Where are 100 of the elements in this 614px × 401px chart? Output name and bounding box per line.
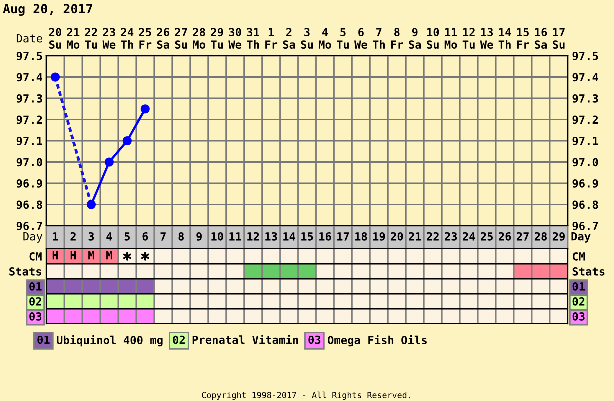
- x-tick-label: 3: [88, 232, 94, 241]
- x-tick-label: 25: [481, 232, 494, 241]
- x-tick-label: 11: [230, 232, 242, 241]
- x2-tick-label: 6 We: [354, 28, 368, 49]
- x2-tick-label: 28 Mo: [193, 28, 206, 49]
- x2-tick-label: 3 Su: [301, 28, 314, 49]
- x-tick-label: 14: [284, 232, 296, 241]
- point: [86, 200, 96, 210]
- x2-tick-label: 8 Fr: [391, 28, 404, 49]
- y2-tick-label: 97.5: [572, 52, 598, 60]
- annotation: H: [70, 251, 76, 260]
- x-tick-label: 17: [338, 232, 350, 241]
- x2-tick-label: 13 We: [480, 28, 494, 49]
- x2-tick-label: 22 Tu: [85, 28, 98, 49]
- x-tick-label: 2: [70, 232, 76, 241]
- x2-tick-label: 11 Mo: [444, 28, 458, 49]
- x2-tick-label: 14 Th: [498, 28, 512, 49]
- x-tick-label: 9: [196, 232, 202, 241]
- x2-axis-title: Date: [16, 34, 42, 43]
- x-tick-label: 6: [142, 232, 148, 241]
- y-tick-label: 97.4: [16, 73, 43, 82]
- x-tick-label: 4: [106, 232, 112, 241]
- x2-tick-label: 10 Su: [427, 28, 440, 49]
- y-tick-label: 97.0: [16, 158, 42, 167]
- x-tick-label: 7: [160, 232, 166, 241]
- x-axis-title: Day: [572, 232, 591, 243]
- x2-tick-label: 20 Su: [49, 28, 62, 49]
- y-tick-label: 01: [30, 282, 42, 291]
- y-tick-label: 97.1: [16, 137, 42, 146]
- point: [104, 158, 114, 167]
- y2-tick-label: Stats: [572, 267, 605, 276]
- legend-label: Omega Fish Oils: [328, 335, 427, 347]
- y2-tick-label: CM: [572, 252, 586, 261]
- point: [50, 72, 60, 82]
- x2-tick-label: 9 Sa: [409, 28, 422, 49]
- x-tick-label: 26: [498, 232, 512, 241]
- x2-tick-label: 27 Su: [175, 28, 188, 49]
- x2-tick-label: 4 Mo: [319, 28, 332, 49]
- chart-title: Aug 20, 2017: [3, 4, 92, 16]
- x-tick-label: 16: [320, 232, 332, 241]
- x-tick-label: 10: [212, 232, 224, 241]
- y2-tick-label: 96.8: [572, 200, 598, 210]
- x-tick-label: 24: [463, 232, 476, 241]
- x2-tick-label: 21 Mo: [67, 28, 80, 49]
- y2-tick-label: 01: [572, 282, 586, 291]
- x2-tick-label: 23 We: [102, 28, 116, 49]
- y2-tick-label: 97.2: [572, 116, 598, 124]
- annotation: M: [106, 251, 112, 260]
- x2-tick-label: 16 Sa: [535, 28, 548, 49]
- x2-tick-label: 31 Th: [247, 28, 260, 49]
- x2-tick-label: 12 Tu: [462, 28, 475, 49]
- x2-tick-label: 26 Sa: [157, 28, 170, 49]
- x2-tick-label: 2 Sa: [283, 28, 296, 49]
- y-tick-label: 97.2: [16, 116, 42, 124]
- x-tick-label: 19: [374, 232, 386, 241]
- x-tick-label: 29: [552, 232, 565, 241]
- x2-tick-label: 7 Th: [372, 28, 385, 49]
- text: Copyright 1998-2017 - All Rights Reserved.: [202, 392, 410, 400]
- x2-tick-label: 29 Tu: [211, 28, 224, 49]
- x2-tick-label: 1 Fr: [266, 28, 278, 49]
- x-tick-label: 1: [53, 232, 58, 241]
- x2-tick-label: 25 Fr: [139, 28, 152, 49]
- x-tick-label: 8: [178, 232, 184, 241]
- y2-tick-label: 97.1: [572, 137, 598, 146]
- legend-label: Prenatal Vitamin: [192, 335, 298, 344]
- x-tick-label: 27: [516, 232, 529, 241]
- annotation: H: [52, 251, 58, 260]
- legend-label: Ubiquinol 400 mg: [57, 335, 163, 347]
- y2-tick-label: 97.3: [572, 94, 598, 103]
- text: Day: [24, 232, 43, 243]
- x-tick-label: 22: [427, 232, 439, 241]
- category-label: 01: [38, 336, 50, 344]
- x-tick-label: 21: [409, 232, 422, 241]
- x2-tick-label: 30 We: [228, 28, 242, 49]
- category-label: 02: [173, 336, 185, 344]
- x-tick-label: 23: [445, 232, 458, 241]
- y2-tick-label: 96.7: [572, 222, 598, 230]
- x-tick-label: 28: [534, 232, 548, 241]
- y-tick-label: 96.7: [16, 222, 42, 230]
- x-tick-label: 15: [302, 232, 314, 241]
- x-tick-label: 18: [356, 232, 368, 241]
- x-tick-label: 5: [124, 232, 130, 241]
- y-tick-label: 96.9: [16, 179, 42, 188]
- y-tick-label: 96.8: [16, 200, 42, 210]
- y-tick-label: 02: [30, 297, 42, 306]
- x2-tick-label: 24 Th: [121, 28, 134, 49]
- x-tick-label: 13: [266, 232, 278, 241]
- x-tick-label: 20: [391, 232, 404, 241]
- annotation: M: [88, 251, 94, 260]
- y2-tick-label: 02: [572, 297, 585, 306]
- y2-tick-label: 03: [572, 312, 585, 321]
- y2-tick-label: 96.9: [572, 179, 598, 188]
- y-tick-label: 97.3: [16, 94, 42, 103]
- y-tick-label: Stats: [10, 267, 42, 276]
- y2-tick-label: 97.0: [572, 158, 598, 167]
- y-tick-label: CM: [30, 252, 42, 261]
- x-tick-label: 12: [248, 232, 260, 241]
- x2-tick-label: 5 Tu: [337, 28, 349, 49]
- category-label: 03: [308, 336, 321, 344]
- point: [140, 104, 150, 114]
